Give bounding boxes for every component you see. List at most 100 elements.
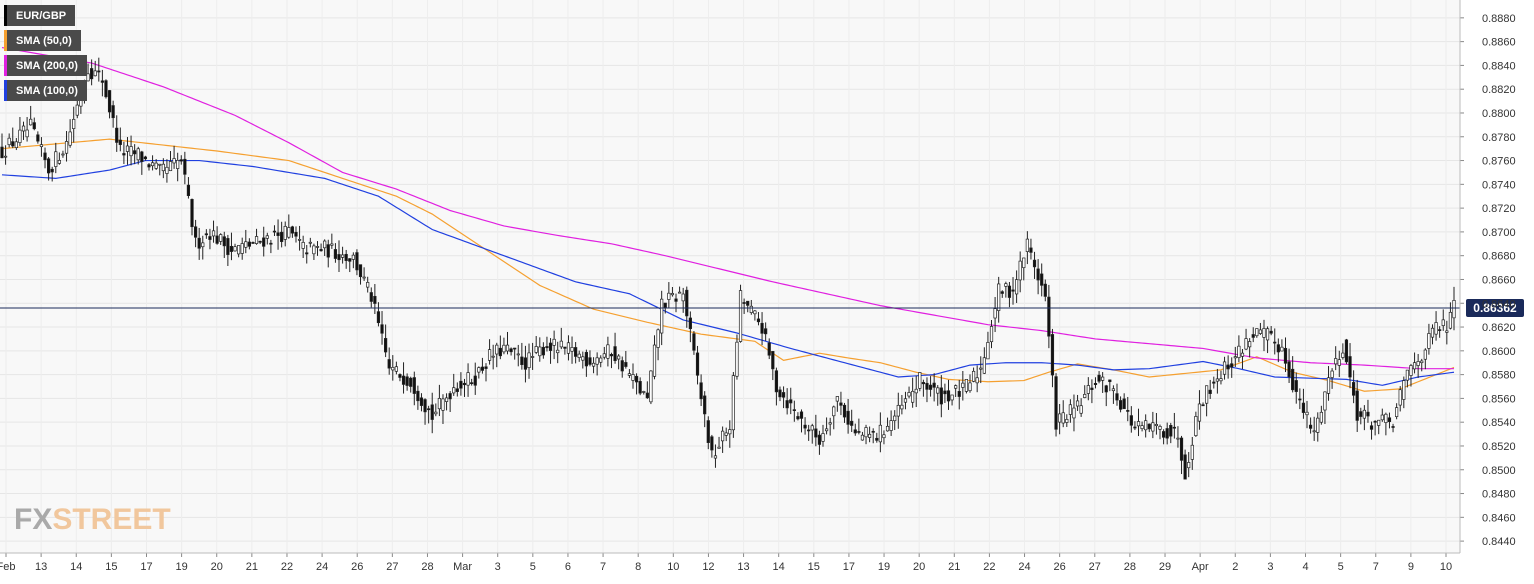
candle <box>1312 416 1316 441</box>
candle <box>975 365 979 393</box>
candle-body <box>602 353 606 358</box>
candle <box>767 338 771 360</box>
candle-body <box>620 360 624 372</box>
candle <box>997 276 1001 323</box>
x-tick-label: 28 <box>421 561 433 573</box>
candle <box>885 417 890 432</box>
candle <box>918 372 922 392</box>
candle <box>753 309 757 321</box>
candle-body <box>197 237 201 249</box>
candle-body <box>0 146 4 159</box>
x-tick-label: 2 <box>1232 561 1238 573</box>
y-tick-label: 0.8520 <box>1482 441 1516 453</box>
candle-body <box>545 346 549 349</box>
candle <box>1172 412 1176 439</box>
candle <box>168 151 173 172</box>
candle-body <box>1032 259 1037 268</box>
candle-body <box>419 397 424 406</box>
candle-body <box>1115 393 1119 401</box>
candle-body <box>150 162 155 167</box>
candle-body <box>1022 257 1026 269</box>
candle-body <box>1438 329 1442 331</box>
candle-body <box>839 402 843 406</box>
candle <box>964 378 969 394</box>
candle-body <box>1169 425 1173 437</box>
candle <box>559 327 563 350</box>
candle-body <box>1068 404 1072 415</box>
candle <box>760 312 764 346</box>
candle-body <box>237 245 241 255</box>
candle-body <box>208 236 212 240</box>
candle <box>1187 452 1191 478</box>
candle-body <box>405 376 409 386</box>
candle-body <box>1090 387 1094 390</box>
candle-body <box>168 161 173 172</box>
candle <box>824 417 829 435</box>
candle-body <box>993 308 997 319</box>
sma-line <box>1 159 1455 386</box>
candle-body <box>1058 413 1062 423</box>
candle-body <box>986 342 990 360</box>
candle-body <box>29 118 33 126</box>
candle-body <box>810 425 814 431</box>
candle-body <box>595 357 599 365</box>
candle <box>229 232 234 261</box>
candle-body <box>824 428 829 432</box>
candle <box>362 267 366 281</box>
candle <box>853 423 857 436</box>
candle-body <box>1144 420 1148 431</box>
candle-body <box>932 382 936 388</box>
candle <box>864 424 868 445</box>
candle <box>986 331 990 360</box>
candle-body <box>54 151 58 167</box>
candle-body <box>1369 425 1374 430</box>
candle <box>882 430 886 445</box>
candle-body <box>606 344 610 359</box>
candle <box>900 394 904 415</box>
candle-body <box>509 348 513 353</box>
candle-body <box>7 137 11 146</box>
candle-body <box>143 156 148 160</box>
candle <box>183 151 187 185</box>
candle <box>251 241 255 244</box>
x-tick-label: 3 <box>495 561 501 573</box>
candle-body <box>889 420 893 431</box>
candle <box>513 347 517 360</box>
candle-body <box>1334 358 1338 365</box>
candle-body <box>1075 400 1080 407</box>
candle-body <box>1179 437 1184 461</box>
candle-body <box>93 70 97 77</box>
candle <box>505 331 510 355</box>
candle-body <box>1043 283 1047 297</box>
candle <box>656 328 660 361</box>
candle-body <box>1430 327 1435 338</box>
candle <box>1115 383 1119 406</box>
candle <box>609 352 614 369</box>
candle <box>1294 372 1298 404</box>
candle-body <box>215 235 219 244</box>
x-tick-label: 22 <box>983 561 995 573</box>
candle <box>459 372 463 396</box>
candle <box>1212 376 1216 389</box>
candle-body <box>685 289 689 317</box>
candle <box>64 131 69 162</box>
candle <box>685 286 689 328</box>
candle-body <box>921 382 925 385</box>
candle-body <box>147 164 151 168</box>
candle <box>810 423 814 444</box>
candle-body <box>814 428 818 438</box>
candle <box>1445 320 1449 345</box>
legend-item-eurgbp: EUR/GBP <box>4 5 76 26</box>
candle-body <box>753 310 757 315</box>
x-tick-label: 5 <box>530 561 536 573</box>
candle-body <box>717 446 721 449</box>
candle-body <box>903 398 908 403</box>
x-tick-label: 13 <box>35 561 47 573</box>
candle-body <box>1398 389 1402 406</box>
candle-body <box>1219 378 1223 382</box>
candle <box>1197 390 1202 430</box>
candle-body <box>638 381 642 394</box>
candle-body <box>455 388 459 392</box>
candle <box>1334 346 1338 371</box>
candle <box>728 420 732 448</box>
